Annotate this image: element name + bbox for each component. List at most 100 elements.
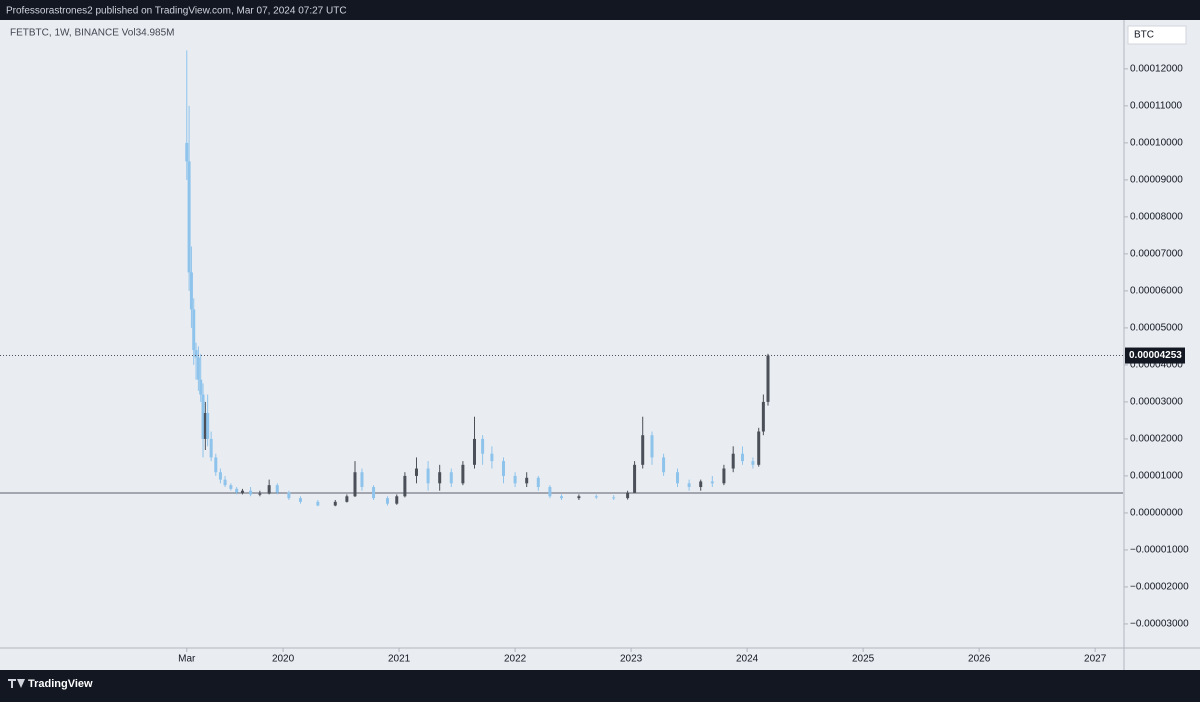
candle-body <box>189 272 193 310</box>
candle <box>633 461 637 494</box>
candle-body <box>710 481 714 484</box>
y-tick-label: −0.00002000 <box>1130 582 1189 593</box>
currency: BTC <box>1134 30 1154 41</box>
y-tick-label: 0.00002000 <box>1130 434 1183 445</box>
candle-body <box>766 355 770 402</box>
candle-body <box>223 479 227 486</box>
candle-body <box>235 488 239 493</box>
candle <box>641 416 645 469</box>
candle-body <box>214 457 218 473</box>
candle <box>185 50 189 180</box>
candle-body <box>481 438 485 454</box>
candle-body <box>360 472 364 488</box>
candle-body <box>449 472 453 484</box>
x-tick-label: Mar <box>178 654 196 665</box>
candle <box>353 461 357 498</box>
candle-body <box>740 453 744 462</box>
candle <box>612 495 616 500</box>
tv-logo <box>8 679 25 688</box>
candle <box>577 494 581 500</box>
candle-body <box>650 435 654 458</box>
candle-body <box>249 490 253 495</box>
candle-body <box>333 501 337 506</box>
candle-body <box>687 483 691 488</box>
x-tick-label: 2022 <box>504 654 527 665</box>
candle <box>203 401 207 451</box>
candle <box>345 494 349 503</box>
candle-body <box>662 457 666 473</box>
candle-body <box>298 498 302 502</box>
candle <box>490 446 494 469</box>
candle-body <box>513 475 517 484</box>
candle <box>626 490 630 500</box>
candle-body <box>275 485 279 493</box>
candle <box>426 461 430 491</box>
candle-body <box>594 496 598 498</box>
candle-body <box>577 496 581 499</box>
candle <box>414 457 418 484</box>
candle-body <box>372 487 376 499</box>
candle-body <box>353 472 357 497</box>
candle-body <box>757 431 761 465</box>
candle <box>267 479 271 495</box>
y-tick-label: 0.00000000 <box>1130 508 1183 519</box>
x-tick-label: 2023 <box>620 654 643 665</box>
y-tick-label: 0.00004000 <box>1130 360 1183 371</box>
candle-body <box>209 438 213 458</box>
y-tick-label: −0.00003000 <box>1130 619 1189 630</box>
x-tick-label: 2024 <box>736 654 759 665</box>
candle-body <box>633 464 637 493</box>
candle-body <box>187 161 191 273</box>
currency-box <box>1127 25 1187 45</box>
candle <box>194 342 198 380</box>
y-tick-label: 0.00010000 <box>1130 138 1183 149</box>
candle <box>385 496 389 506</box>
candle <box>438 464 442 491</box>
y-tick-label: 0.00001000 <box>1130 471 1183 482</box>
candle-body <box>403 475 407 497</box>
candle-body <box>699 481 703 488</box>
candle <box>192 298 196 365</box>
candle <box>287 490 291 500</box>
last-price-label: 0.00004253 <box>1129 350 1182 361</box>
candle <box>751 457 755 469</box>
candle-body <box>258 493 262 495</box>
candle-body <box>345 496 349 502</box>
candle-body <box>385 498 389 504</box>
candle <box>676 468 680 488</box>
candle <box>710 475 714 488</box>
candle-body <box>395 496 399 504</box>
y-tick-label: 0.00006000 <box>1130 286 1183 297</box>
candle <box>298 496 302 504</box>
y-tick-label: 0.00005000 <box>1130 323 1183 334</box>
candle-body <box>641 435 645 465</box>
top-bar <box>0 0 1200 20</box>
candle-body <box>536 477 540 488</box>
y-tick-label: 0.00012000 <box>1130 63 1183 74</box>
candle-body <box>612 497 616 499</box>
candle-body <box>194 350 198 358</box>
candle-body <box>206 413 210 439</box>
candle <box>722 464 726 486</box>
candle <box>481 435 485 465</box>
x-tick-label: 2027 <box>1084 654 1107 665</box>
candle <box>201 383 205 458</box>
candle-body <box>185 142 189 162</box>
candle <box>560 494 563 500</box>
candle <box>650 431 654 465</box>
last-price-box <box>1125 347 1185 364</box>
candle <box>731 446 735 473</box>
chart-bg <box>0 20 1200 670</box>
candle-body <box>751 461 755 465</box>
candle <box>333 499 337 507</box>
candle-body <box>240 490 244 493</box>
candle-body <box>201 394 205 439</box>
candle <box>699 479 703 491</box>
candle <box>218 468 222 484</box>
candle-body <box>490 453 494 462</box>
candle <box>548 485 552 499</box>
candle <box>206 394 210 447</box>
candle <box>501 457 505 484</box>
